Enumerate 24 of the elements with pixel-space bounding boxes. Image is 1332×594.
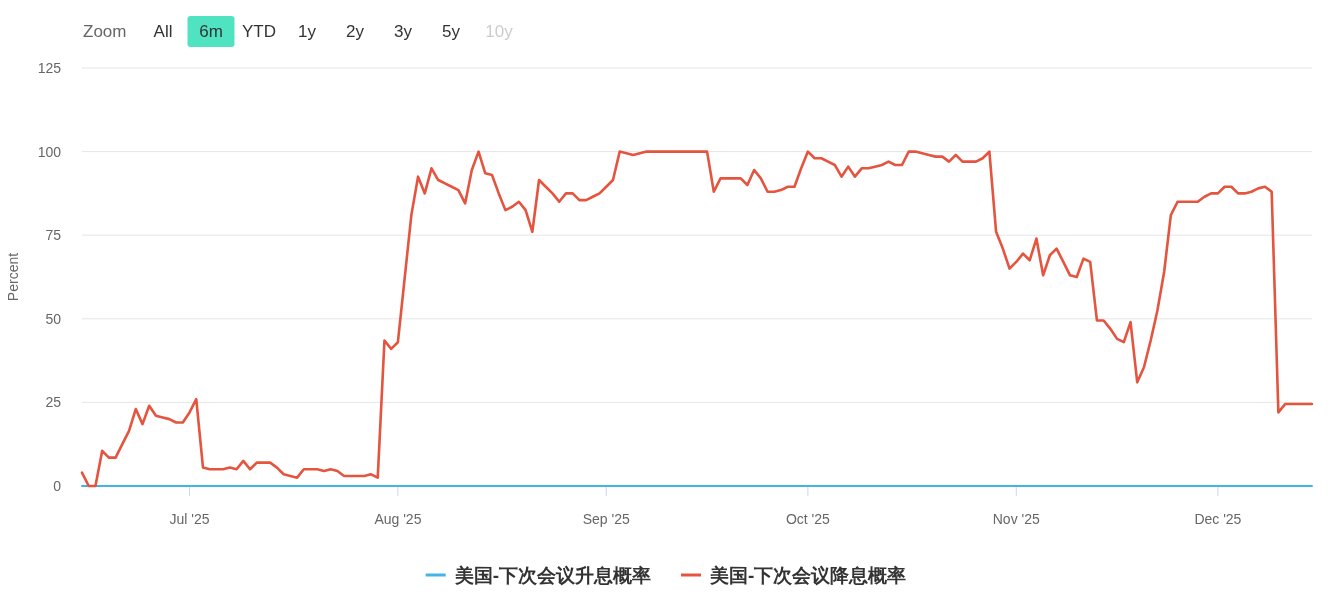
y-tick-label: 0 — [53, 478, 62, 494]
y-tick-label: 125 — [37, 60, 62, 76]
x-tick-label: Oct '25 — [785, 511, 831, 527]
text: 5y — [442, 21, 461, 41]
line-series — [80, 150, 1314, 488]
x-tick-label: Nov '25 — [992, 511, 1040, 527]
text: 2y — [346, 21, 365, 41]
x-tick-label: Aug '25 — [374, 511, 422, 527]
text: YTD — [242, 21, 276, 41]
text: 3y — [394, 21, 413, 41]
legend-label: 美国-下次会议升息概率 — [453, 564, 651, 586]
y-tick-label: 75 — [45, 227, 62, 244]
y-axis-title: Percent — [5, 252, 21, 302]
text: All — [153, 21, 173, 41]
x-tick-label: Dec '25 — [1194, 511, 1242, 527]
y-tick-label: 100 — [37, 143, 62, 160]
y-tick-label: 25 — [45, 394, 62, 411]
x-tick-label: Sep '25 — [582, 511, 630, 527]
legend-label: 美国-下次会议降息概率 — [709, 564, 907, 586]
y-tick-label: 50 — [45, 310, 62, 327]
text: Zoom — [83, 21, 127, 41]
x-tick-label: Jul '25 — [169, 511, 210, 527]
text: 1y — [298, 21, 317, 41]
text: 6m — [199, 21, 223, 41]
